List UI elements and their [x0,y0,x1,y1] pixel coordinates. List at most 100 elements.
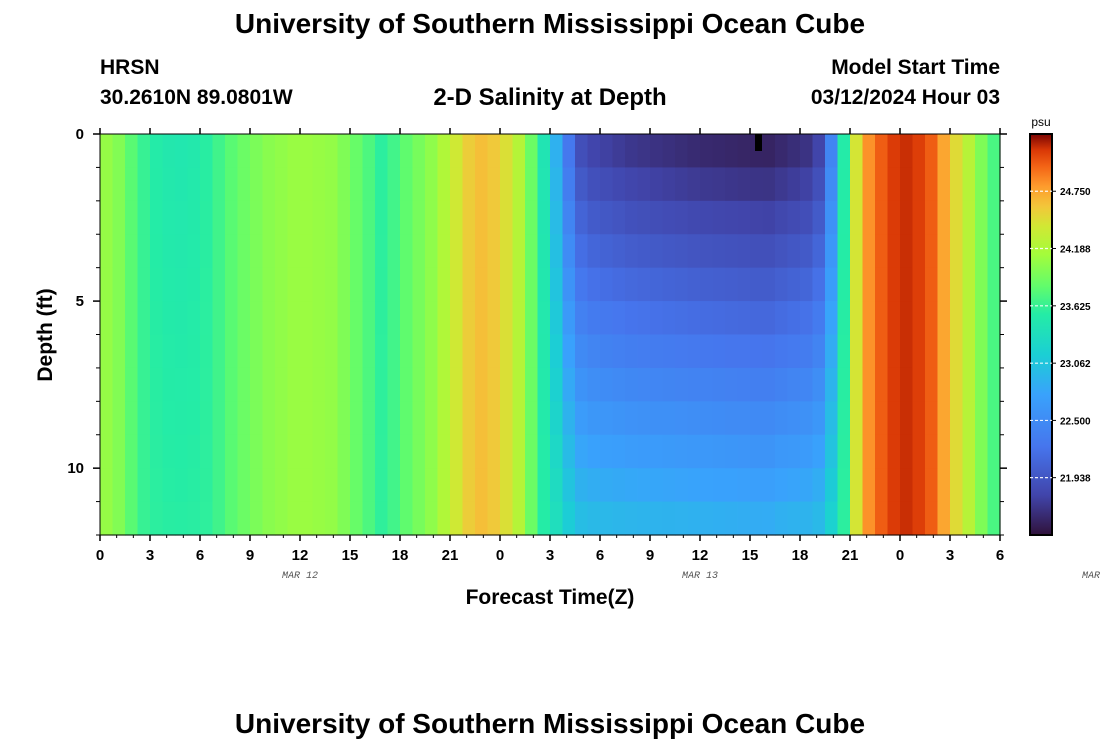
heatmap-cell [425,468,439,503]
heatmap-cell [787,267,801,302]
heatmap-cell [450,501,464,536]
heatmap-cell [700,501,714,536]
heatmap-cell [650,367,664,402]
heatmap-cell [837,200,851,235]
heatmap-cell [350,167,364,202]
heatmap-cell [862,301,876,336]
heatmap-cell [200,401,214,436]
heatmap-cell [550,501,564,536]
heatmap-cell [462,334,476,369]
heatmap-cell [512,434,526,469]
heatmap-cell [362,334,376,369]
heatmap-cell [950,367,964,402]
x-tick-label: 9 [646,547,654,564]
heatmap-cell [175,334,189,369]
heatmap-cell [950,134,964,169]
heatmap-cell [125,167,139,202]
heatmap-cell [262,301,276,336]
heatmap-cell [187,468,201,503]
heatmap-cell [512,468,526,503]
heatmap-cell [187,267,201,302]
heatmap-cell [575,334,589,369]
heatmap-cell [512,334,526,369]
x-tick-label: 12 [292,547,309,564]
heatmap-cell [562,267,576,302]
heatmap-cell [362,367,376,402]
heatmap-cell [462,167,476,202]
heatmap-cell [312,167,326,202]
heatmap-cell [187,367,201,402]
heatmap-cell [537,267,551,302]
heatmap-cell [162,468,176,503]
heatmap-cell [475,334,489,369]
heatmap-cell [112,167,126,202]
heatmap-cell [425,134,439,169]
heatmap-cell [712,167,726,202]
heatmap-cell [125,501,139,536]
heatmap-cell [275,401,289,436]
heatmap-cell [237,334,251,369]
heatmap-cell [325,301,339,336]
heatmap-cell [550,301,564,336]
heatmap-cell [712,401,726,436]
heatmap-cell [825,301,839,336]
heatmap-cell [262,334,276,369]
heatmap-cell [925,200,939,235]
heatmap-cell [537,334,551,369]
heatmap-cell [237,501,251,536]
heatmap-cell [887,501,901,536]
heatmap-cell [412,267,426,302]
heatmap-cell [162,334,176,369]
heatmap-cell [375,367,389,402]
heatmap-cell [862,334,876,369]
heatmap-cell [775,234,789,269]
x-axis-title: Forecast Time(Z) [466,586,635,609]
heatmap-cell [900,334,914,369]
heatmap-cell [637,267,651,302]
heatmap-cell [150,501,164,536]
date-label: MAR 14 [1082,571,1100,582]
heatmap-cell [250,501,264,536]
heatmap-cell [887,267,901,302]
heatmap-cell [350,401,364,436]
heatmap-cell [137,334,151,369]
heatmap-cell [350,468,364,503]
heatmap-cell [712,234,726,269]
heatmap-cell [512,234,526,269]
heatmap-cell [237,267,251,302]
heatmap-cell [200,334,214,369]
heatmap-cell [437,367,451,402]
heatmap-cell [425,167,439,202]
heatmap-cell [425,234,439,269]
heatmap-cell [200,301,214,336]
heatmap-cell [137,468,151,503]
heatmap-cell [112,200,126,235]
heatmap-cell [462,200,476,235]
heatmap-cell [612,200,626,235]
heatmap-cell [662,167,676,202]
heatmap-cell [950,301,964,336]
heatmap-cell [850,367,864,402]
heatmap-cell [337,234,351,269]
heatmap-cell [250,234,264,269]
heatmap-cell [275,301,289,336]
heatmap-cell [825,434,839,469]
heatmap-cell [900,401,914,436]
heatmap-cell [950,401,964,436]
heatmap-cell [237,200,251,235]
heatmap-cell [775,367,789,402]
heatmap-cell [737,401,751,436]
heatmap-cell [375,434,389,469]
heatmap-cell [175,167,189,202]
heatmap-cell [587,334,601,369]
heatmap-cell [150,167,164,202]
heatmap-cell [612,334,626,369]
heatmap-cell [100,267,114,302]
heatmap-cell [562,234,576,269]
heatmap-cell [325,167,339,202]
heatmap-cell [412,501,426,536]
heatmap-cell [650,434,664,469]
heatmap-cell [537,234,551,269]
heatmap-cell [875,234,889,269]
heatmap-cell [575,367,589,402]
